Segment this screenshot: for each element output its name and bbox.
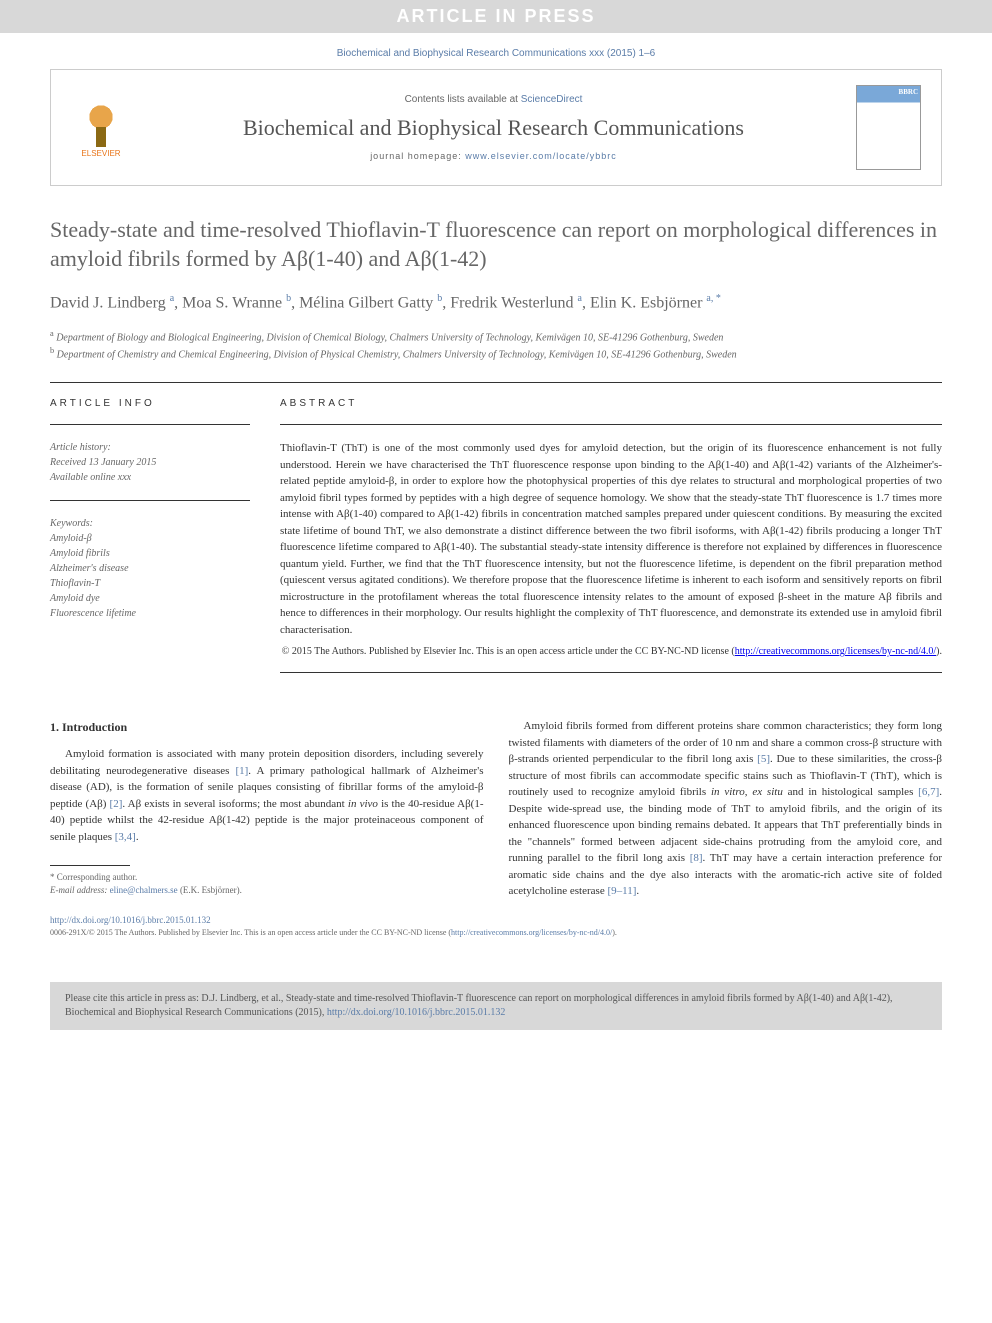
article-info-column: ARTICLE INFO Article history: Received 1…	[50, 398, 250, 688]
section-heading: 1. Introduction	[50, 718, 484, 736]
affiliations: a Department of Biology and Biological E…	[50, 328, 942, 363]
keywords-label: Keywords:	[50, 516, 250, 531]
article-history: Article history: Received 13 January 201…	[50, 440, 250, 485]
publisher-name: ELSEVIER	[81, 149, 120, 158]
abstract-text: Thioflavin-T (ThT) is one of the most co…	[280, 440, 942, 638]
affiliation-b: b Department of Chemistry and Chemical E…	[50, 345, 942, 362]
article-title: Steady-state and time-resolved Thioflavi…	[50, 216, 942, 273]
keywords-block: Keywords: Amyloid-β Amyloid fibrils Alzh…	[50, 516, 250, 621]
keyword: Thioflavin-T	[50, 576, 250, 591]
issn-suffix: ).	[612, 928, 617, 937]
keyword: Amyloid-β	[50, 531, 250, 546]
body-column-right: Amyloid fibrils formed from different pr…	[509, 718, 943, 900]
info-abstract-row: ARTICLE INFO Article history: Received 1…	[50, 398, 942, 688]
info-divider-2	[50, 500, 250, 501]
keyword: Amyloid fibrils	[50, 546, 250, 561]
intro-para-2: Amyloid fibrils formed from different pr…	[509, 718, 943, 900]
abstract-column: ABSTRACT Thioflavin-T (ThT) is one of th…	[280, 398, 942, 688]
homepage-prefix: journal homepage:	[370, 151, 465, 161]
received-date: Received 13 January 2015	[50, 455, 250, 470]
email-label: E-mail address:	[50, 885, 110, 895]
elsevier-tree-icon	[76, 97, 126, 147]
contents-line: Contents lists available at ScienceDirec…	[151, 94, 836, 105]
divider	[50, 382, 942, 383]
abstract-label: ABSTRACT	[280, 398, 942, 409]
corresponding-author-footnote: * Corresponding author. E-mail address: …	[50, 871, 484, 896]
keyword: Amyloid dye	[50, 591, 250, 606]
homepage-line: journal homepage: www.elsevier.com/locat…	[151, 151, 836, 161]
article-in-press-banner: ARTICLE IN PRESS	[0, 0, 992, 33]
homepage-link[interactable]: www.elsevier.com/locate/ybbrc	[465, 151, 617, 161]
authors-list: David J. Lindberg a, Moa S. Wranne b, Mé…	[50, 293, 942, 312]
elsevier-logo: ELSEVIER	[71, 93, 131, 163]
online-date: Available online xxx	[50, 470, 250, 485]
history-label: Article history:	[50, 440, 250, 455]
abstract-bottom-divider	[280, 672, 942, 673]
footnote-separator	[50, 865, 130, 866]
email-author-name: (E.K. Esbjörner).	[178, 885, 242, 895]
journal-cover-thumbnail	[856, 85, 921, 170]
license-link[interactable]: http://creativecommons.org/licenses/by-n…	[735, 646, 936, 657]
citation-box: Please cite this article in press as: D.…	[50, 982, 942, 1030]
copyright-suffix: ).	[936, 646, 942, 657]
corresponding-label: * Corresponding author.	[50, 871, 484, 884]
issn-text: 0006-291X/© 2015 The Authors. Published …	[50, 928, 451, 937]
journal-header: ELSEVIER Contents lists available at Sci…	[50, 69, 942, 186]
issn-line: 0006-291X/© 2015 The Authors. Published …	[50, 928, 942, 937]
journal-title: Biochemical and Biophysical Research Com…	[151, 115, 836, 141]
citation-doi-link[interactable]: http://dx.doi.org/10.1016/j.bbrc.2015.01…	[327, 1007, 505, 1018]
email-line: E-mail address: eline@chalmers.se (E.K. …	[50, 884, 484, 897]
article-info-label: ARTICLE INFO	[50, 398, 250, 409]
body-column-left: 1. Introduction Amyloid formation is ass…	[50, 718, 484, 900]
contents-prefix: Contents lists available at	[405, 94, 521, 105]
info-divider	[50, 424, 250, 425]
body-columns: 1. Introduction Amyloid formation is ass…	[50, 718, 942, 900]
intro-para-1: Amyloid formation is associated with man…	[50, 746, 484, 845]
main-content: Steady-state and time-resolved Thioflavi…	[0, 186, 992, 967]
keyword: Alzheimer's disease	[50, 561, 250, 576]
header-center: Contents lists available at ScienceDirec…	[151, 94, 836, 161]
issn-license-link[interactable]: http://creativecommons.org/licenses/by-n…	[451, 928, 612, 937]
copyright-text: © 2015 The Authors. Published by Elsevie…	[282, 646, 735, 657]
author-email-link[interactable]: eline@chalmers.se	[110, 885, 178, 895]
doi-link[interactable]: http://dx.doi.org/10.1016/j.bbrc.2015.01…	[50, 915, 942, 925]
affiliation-a: a Department of Biology and Biological E…	[50, 328, 942, 345]
copyright-line: © 2015 The Authors. Published by Elsevie…	[280, 646, 942, 657]
abstract-divider	[280, 424, 942, 425]
sciencedirect-link[interactable]: ScienceDirect	[521, 94, 583, 105]
keyword: Fluorescence lifetime	[50, 606, 250, 621]
journal-reference: Biochemical and Biophysical Research Com…	[0, 33, 992, 69]
